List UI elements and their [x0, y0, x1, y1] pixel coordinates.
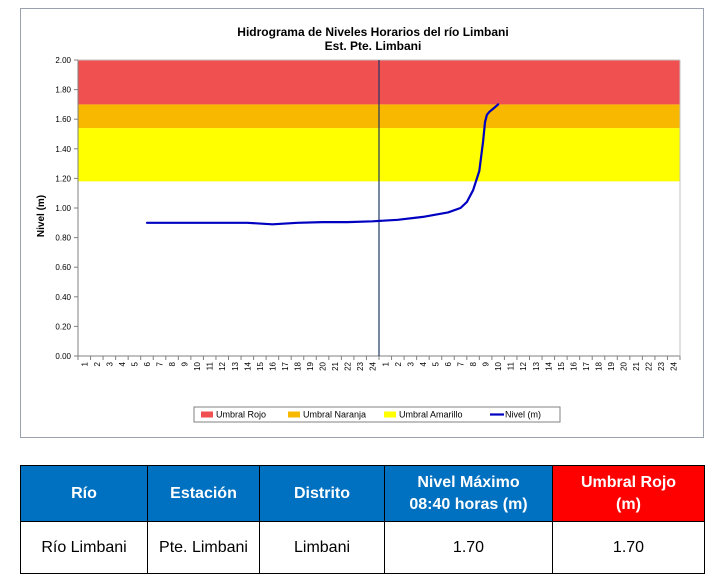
header-umbral-rojo: Umbral Rojo (m) [552, 465, 705, 522]
cell-nivel-maximo: 1.70 [384, 521, 553, 574]
x-tick-label: 6 [444, 361, 453, 366]
x-tick-label: 3 [406, 361, 415, 366]
x-tick-label: 13 [532, 361, 541, 370]
x-tick-label: 2 [93, 361, 102, 366]
cell-rio: Río Limbani [20, 521, 148, 574]
chart-container: Hidrograma de Niveles Horarios del río L… [20, 8, 704, 438]
x-tick-label: 20 [620, 361, 629, 370]
y-tick-label: 0.00 [55, 352, 71, 361]
x-tick-label: 14 [544, 361, 553, 370]
x-tick-label: 8 [469, 361, 478, 366]
y-tick-label: 0.40 [55, 293, 71, 302]
x-tick-label: 20 [319, 361, 328, 370]
x-tick-label: 10 [494, 361, 503, 370]
y-axis-label: Nivel (m) [36, 195, 47, 237]
header-rio: Río [20, 465, 148, 522]
y-tick-label: 2.00 [55, 56, 71, 65]
x-tick-label: 13 [231, 361, 240, 370]
x-tick-label: 12 [218, 361, 227, 370]
chart-legend [193, 406, 561, 423]
x-tick-label: 11 [206, 361, 215, 370]
x-tick-label: 21 [632, 361, 641, 370]
x-tick-label: 7 [156, 361, 165, 366]
cell-umbral-rojo: 1.70 [552, 521, 705, 574]
table-row: Río Limbani Pte. Limbani Limbani 1.70 1.… [20, 521, 705, 574]
x-tick-label: 14 [243, 361, 252, 370]
x-tick-label: 24 [670, 361, 679, 370]
legend-label-umbral-rojo: Umbral Rojo [216, 410, 266, 420]
x-tick-label: 22 [645, 361, 654, 370]
chart-title: Hidrograma de Niveles Horarios del río L… [237, 25, 508, 39]
x-tick-label: 22 [344, 361, 353, 370]
y-tick-label: 1.80 [55, 86, 71, 95]
x-tick-label: 5 [130, 361, 139, 366]
x-tick-label: 18 [293, 361, 302, 370]
x-tick-label: 23 [657, 361, 666, 370]
y-tick-label: 1.00 [55, 204, 71, 213]
x-tick-label: 4 [419, 361, 428, 366]
y-tick-label: 0.20 [55, 322, 71, 331]
header-nivel-maximo-line1: Nivel Máximo [417, 473, 520, 491]
x-tick-label: 1 [80, 361, 89, 366]
summary-table: Río Estación Distrito Nivel Máximo 08:40 … [20, 465, 705, 574]
legend-label-nivel-m: Nivel (m) [505, 410, 541, 420]
header-umbral-rojo-line2: (m) [616, 495, 641, 513]
x-tick-label: 23 [356, 361, 365, 370]
x-tick-label: 16 [569, 361, 578, 370]
x-tick-label: 15 [557, 361, 566, 370]
header-nivel-maximo-line2: 08:40 horas (m) [409, 495, 528, 513]
x-tick-label: 16 [268, 361, 277, 370]
y-tick-label: 1.60 [55, 115, 71, 124]
x-tick-label: 2 [394, 361, 403, 366]
legend-swatch-umbral-naranja [288, 411, 300, 418]
x-tick-label: 17 [582, 361, 591, 370]
x-tick-label: 4 [118, 361, 127, 366]
header-umbral-rojo-line1: Umbral Rojo [580, 473, 677, 491]
hydrograph-chart: Hidrograma de Niveles Horarios del río L… [36, 25, 681, 423]
x-tick-label: 9 [482, 361, 491, 366]
y-tick-label: 1.40 [55, 145, 71, 154]
chart-subtitle: Est. Pte. Limbani [325, 39, 422, 53]
x-tick-label: 15 [256, 361, 265, 370]
x-tick-label: 3 [105, 361, 114, 366]
y-tick-label: 0.60 [55, 263, 71, 272]
header-distrito: Distrito [259, 465, 385, 522]
legend-swatch-umbral-rojo [201, 411, 213, 418]
header-estacion-label: Estación [170, 484, 237, 502]
x-tick-label: 24 [369, 361, 378, 370]
x-tick-label: 1 [381, 361, 390, 366]
y-tick-label: 1.20 [55, 174, 71, 183]
x-tick-label: 11 [507, 361, 516, 370]
header-rio-label: Río [71, 484, 97, 502]
table-header-row: Río Estación Distrito Nivel Máximo 08:40 … [20, 465, 705, 522]
legend-label-umbral-naranja: Umbral Naranja [303, 410, 366, 420]
x-tick-label: 18 [594, 361, 603, 370]
y-tick-label: 0.80 [55, 234, 71, 243]
x-tick-label: 9 [181, 361, 190, 366]
legend-label-umbral-amarillo: Umbral Amarillo [399, 410, 463, 420]
x-tick-label: 7 [457, 361, 466, 366]
x-tick-label: 19 [607, 361, 616, 370]
x-tick-label: 17 [281, 361, 290, 370]
legend-swatch-umbral-amarillo [384, 411, 396, 418]
header-estacion: Estación [147, 465, 260, 522]
x-tick-label: 19 [306, 361, 315, 370]
x-tick-label: 6 [143, 361, 152, 366]
x-tick-label: 5 [431, 361, 440, 366]
x-tick-label: 21 [331, 361, 340, 370]
cell-distrito: Limbani [259, 521, 385, 574]
cell-estacion: Pte. Limbani [147, 521, 260, 574]
x-tick-label: 10 [193, 361, 202, 370]
x-tick-label: 12 [519, 361, 528, 370]
header-distrito-label: Distrito [294, 484, 350, 502]
header-nivel-maximo: Nivel Máximo 08:40 horas (m) [384, 465, 553, 522]
x-tick-label: 8 [168, 361, 177, 366]
series-line-nivel [145, 103, 500, 226]
